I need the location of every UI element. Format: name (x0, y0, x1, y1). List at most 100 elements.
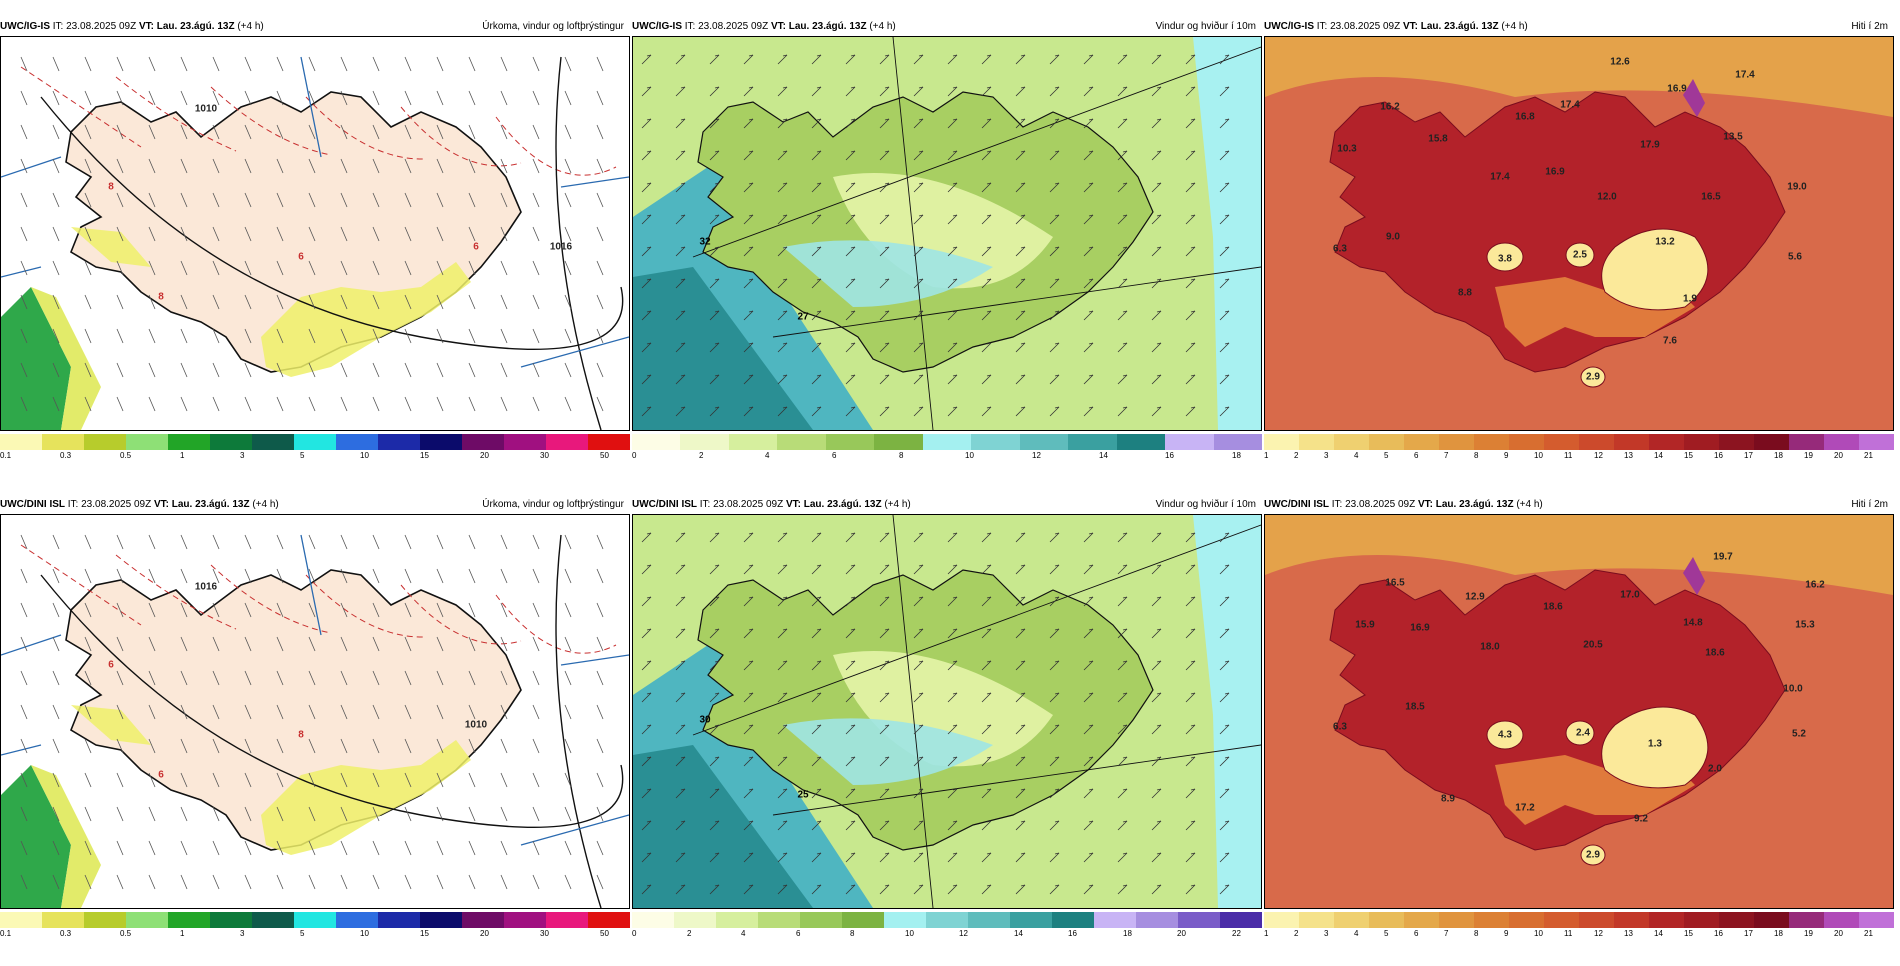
colorbar-tick-label: 10 (360, 929, 369, 938)
lead-time: (+4 h) (869, 21, 896, 32)
colorbar-swatch (378, 434, 420, 450)
glacier-vatnajokull (1601, 228, 1709, 311)
model-name: UWC/DINI ISL (1264, 499, 1329, 510)
colorbar-tick-label: 4 (741, 929, 746, 938)
panel-title: Hiti í 2m (1851, 21, 1888, 32)
colorbar-swatch (210, 434, 252, 450)
temp-map-value: 10.3 (1337, 143, 1357, 155)
colorbar-swatch (1579, 912, 1614, 928)
colorbar-tick-label: 18 (1774, 929, 1783, 938)
colorbar-tick-label: 2 (699, 451, 704, 460)
colorbar-tick-label: 15 (1684, 929, 1693, 938)
colorbar-tick-label: 0.5 (120, 451, 132, 460)
temp-map-value: 5.2 (1792, 728, 1806, 740)
panel-title: Úrkoma, vindur og loftþrýstingur (482, 21, 624, 32)
temp-map (1265, 515, 1893, 908)
init-time: IT: 23.08.2025 09Z (1331, 499, 1416, 510)
colorbar-swatch (252, 912, 294, 928)
colorbar-tick-label: 15 (420, 929, 429, 938)
colorbar-swatch (1264, 912, 1299, 928)
colorbar-swatch (1094, 912, 1136, 928)
colorbar-tick-label: 8 (1474, 929, 1479, 938)
temp-map-value: 1.9 (1683, 293, 1697, 305)
precip-map-value: 6 (298, 251, 304, 263)
colorbar-swatch (462, 912, 504, 928)
colorbar-swatch (420, 434, 462, 450)
wind-map-value: 27 (797, 311, 809, 323)
init-time: IT: 23.08.2025 09Z (699, 499, 784, 510)
colorbar-tick-label: 0 (632, 451, 637, 460)
colorbar-swatch (1165, 434, 1214, 450)
map-area: 8 6 8 6 1010 1016 (0, 36, 630, 431)
precip-area-southwest (1, 765, 71, 908)
colorbar-tick-label: 2 (687, 929, 692, 938)
colorbar-swatch (1789, 912, 1824, 928)
colorbar-tick-label: 12 (1032, 451, 1041, 460)
colorbar-tick-label: 0 (632, 929, 637, 938)
colorbar-tick-label: 9 (1504, 929, 1509, 938)
temp-map-value: 18.6 (1543, 601, 1563, 613)
colorbar-tick-label: 14 (1014, 929, 1023, 938)
model-name: UWC/IG-IS (1264, 21, 1314, 32)
colorbar-swatch (1213, 434, 1263, 450)
colorbar-tick-label: 1 (1264, 929, 1269, 938)
temp-map-value: 17.4 (1490, 171, 1510, 183)
colorbar-tick-label: 0.5 (120, 929, 132, 938)
colorbar-swatch (716, 912, 758, 928)
colorbar-swatch (758, 912, 800, 928)
colorbar-swatch (1439, 912, 1474, 928)
colorbar-swatch (252, 434, 294, 450)
colorbar-swatch (336, 434, 378, 450)
temp-map-value: 6.3 (1333, 721, 1347, 733)
init-time: IT: 23.08.2025 09Z (52, 21, 137, 32)
colorbar-swatch (1754, 434, 1789, 450)
forecast-row-dini: UWC/DINI ISL IT: 23.08.2025 09Z VT: Lau.… (0, 496, 1900, 966)
map-area: 19.7 16.5 12.9 18.6 17.0 16.2 15.9 16.9 14.8 15.3… (1264, 514, 1894, 909)
valid-time: VT: Lau. 23.ágú. 13Z (153, 499, 250, 510)
precip-map-value: 1010 (464, 719, 488, 731)
valid-time: VT: Lau. 23.ágú. 13Z (785, 499, 882, 510)
forecast-row-ig: UWC/IG-IS IT: 23.08.2025 09Z VT: Lau. 23… (0, 18, 1900, 488)
colorbar-swatch (922, 434, 972, 450)
colorbar-swatch (1474, 434, 1509, 450)
colorbar-swatch (0, 434, 42, 450)
temp-map-value: 5.6 (1788, 251, 1802, 263)
colorbar-swatch (1719, 912, 1754, 928)
panel-title: Vindur og hviður í 10m (1155, 499, 1256, 510)
panel-title: Hiti í 2m (1851, 499, 1888, 510)
panel-header: UWC/DINI ISL IT: 23.08.2025 09Z VT: Lau.… (632, 496, 1262, 514)
temp-map-value: 12.0 (1597, 191, 1617, 203)
colorbar-swatch (842, 912, 884, 928)
init-time: IT: 23.08.2025 09Z (684, 21, 769, 32)
colorbar-swatch (1299, 912, 1334, 928)
colorbar-tick-label: 5 (300, 451, 305, 460)
init-time: IT: 23.08.2025 09Z (1316, 21, 1401, 32)
colorbar-tick-label: 30 (540, 929, 549, 938)
colorbar-tick-label: 10 (905, 929, 914, 938)
colorbar-swatch (1439, 434, 1474, 450)
colorbar-tick-label: 11 (1564, 929, 1573, 938)
colorbar-tick-label: 10 (360, 451, 369, 460)
temp-map (1265, 37, 1893, 430)
colorbar-tick-label: 16 (1068, 929, 1077, 938)
colorbar-swatch (1010, 912, 1052, 928)
map-area: 12.6 17.4 16.9 16.2 16.8 17.4 10.3 15.8 13.5 17.9… (1264, 36, 1894, 431)
valid-time: VT: Lau. 23.ágú. 13Z (138, 21, 235, 32)
temp-map-value: 16.5 (1701, 191, 1721, 203)
colorbar-tick-label: 20 (480, 929, 489, 938)
temp-map-value: 18.5 (1405, 701, 1425, 713)
colorbar-swatch (1614, 912, 1649, 928)
colorbar-swatch (42, 434, 84, 450)
temp-map-value: 6.3 (1333, 243, 1347, 255)
colorbar-tick-label: 18 (1774, 451, 1783, 460)
colorbar-tick-label: 12 (959, 929, 968, 938)
wind-map-value: 32 (699, 236, 711, 248)
colorbar-tick-label: 21 (1864, 929, 1873, 938)
colorbar-swatch (1404, 434, 1439, 450)
colorbar-swatch (0, 912, 42, 928)
colorbar-tick-label: 10 (1534, 451, 1543, 460)
model-name: UWC/DINI ISL (0, 499, 65, 510)
colorbar-swatch (1544, 912, 1579, 928)
colorbar-swatch (1824, 912, 1859, 928)
precip-map (1, 515, 629, 908)
